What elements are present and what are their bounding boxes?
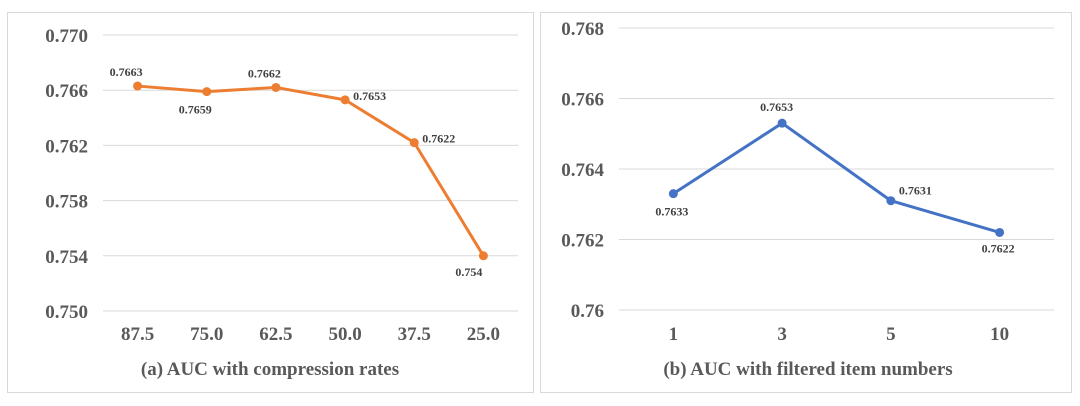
x-tick-label: 25.0 (467, 324, 500, 345)
data-label: 0.7622 (982, 241, 1015, 255)
y-tick-label: 0.764 (561, 160, 604, 181)
data-label: 0.7631 (899, 184, 932, 198)
x-tick-label: 75.0 (190, 324, 223, 345)
data-point (995, 227, 1005, 237)
y-tick-label: 0.766 (561, 90, 604, 111)
x-tick-label: 1 (669, 324, 679, 345)
auc-compression-chart: 0.750 0.754 0.758 0.762 0.766 0.770 87.5 75.0 62… (45, 26, 518, 380)
x-tick-label: 3 (777, 324, 787, 345)
data-point (409, 138, 419, 148)
data-point (202, 87, 212, 97)
data-label: 0.754 (455, 265, 482, 279)
x-tick-label: 87.5 (121, 324, 154, 345)
data-point (478, 251, 488, 261)
y-tick-label: 0.750 (45, 302, 88, 323)
data-label: 0.7659 (179, 103, 212, 117)
data-point (668, 189, 678, 199)
y-tick-label: 0.758 (45, 192, 88, 213)
series-line (672, 121, 1001, 234)
y-tick-label: 0.768 (561, 19, 604, 40)
x-tick-label: 10 (990, 324, 1009, 345)
y-tick-label: 0.762 (561, 231, 604, 252)
chart-caption: (b) AUC with filtered item numbers (663, 359, 952, 380)
y-tick-label: 0.770 (45, 26, 88, 47)
chart-panel-b: 0.76 0.762 0.764 0.766 0.768 1 3 5 10 0.7633 0.765… (540, 12, 1072, 393)
x-tick-label: 5 (886, 324, 896, 345)
data-point (133, 81, 143, 91)
chart-caption: (a) AUC with compression rates (141, 359, 399, 380)
data-label: 0.7653 (760, 100, 793, 114)
auc-filtered-items-chart: 0.76 0.762 0.764 0.766 0.768 1 3 5 10 0.7633 0.765… (561, 19, 1054, 380)
y-tick-label: 0.762 (45, 136, 88, 157)
data-label: 0.7653 (353, 89, 386, 103)
x-tick-label: 37.5 (398, 324, 431, 345)
data-label: 0.7663 (110, 65, 143, 79)
data-label: 0.7662 (248, 66, 281, 80)
y-tick-label: 0.76 (571, 301, 604, 322)
data-label: 0.7622 (422, 132, 455, 146)
data-point (271, 82, 281, 92)
x-tick-label: 50.0 (328, 324, 361, 345)
series-line (137, 84, 485, 257)
data-point (777, 118, 787, 128)
data-point (340, 95, 350, 105)
chart-panel-a: 0.750 0.754 0.758 0.762 0.766 0.770 87.5 75.0 62… (7, 12, 534, 393)
y-tick-label: 0.754 (45, 247, 88, 268)
x-tick-label: 62.5 (259, 324, 292, 345)
y-tick-label: 0.766 (45, 81, 88, 102)
data-point (886, 196, 896, 206)
data-label: 0.7633 (655, 205, 688, 219)
